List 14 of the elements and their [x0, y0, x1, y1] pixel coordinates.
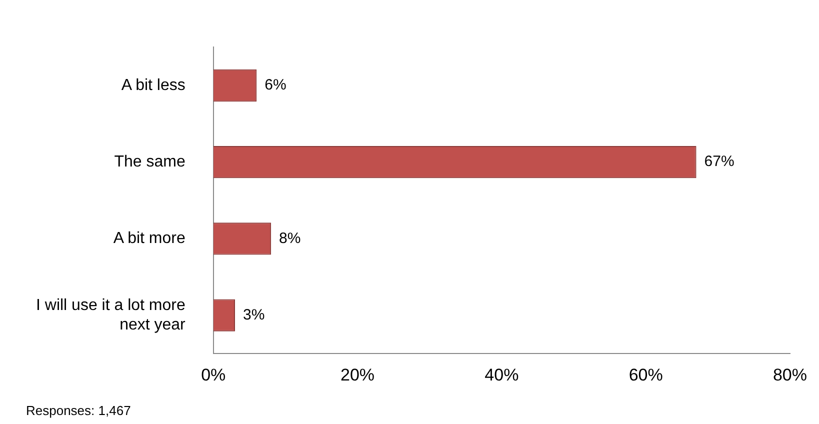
data-label: 3% — [243, 306, 265, 324]
x-tick-label: 40% — [484, 365, 519, 384]
data-label: 67% — [704, 153, 734, 170]
x-tick-label: 0% — [201, 365, 226, 384]
y-tick-label: A bit less — [121, 76, 186, 94]
y-tick-label: The same — [114, 154, 186, 171]
y-tick-label: I will use it a lot more next year — [36, 297, 186, 334]
x-tick-label: 60% — [628, 365, 663, 384]
text: Responses: 1,467 — [26, 403, 131, 418]
data-label: 8% — [279, 230, 301, 247]
x-tick-label: 80% — [772, 365, 808, 384]
x-tick-label: 20% — [340, 365, 375, 384]
y-tick-label: A bit more — [113, 230, 186, 248]
data-label: 6% — [264, 76, 286, 94]
